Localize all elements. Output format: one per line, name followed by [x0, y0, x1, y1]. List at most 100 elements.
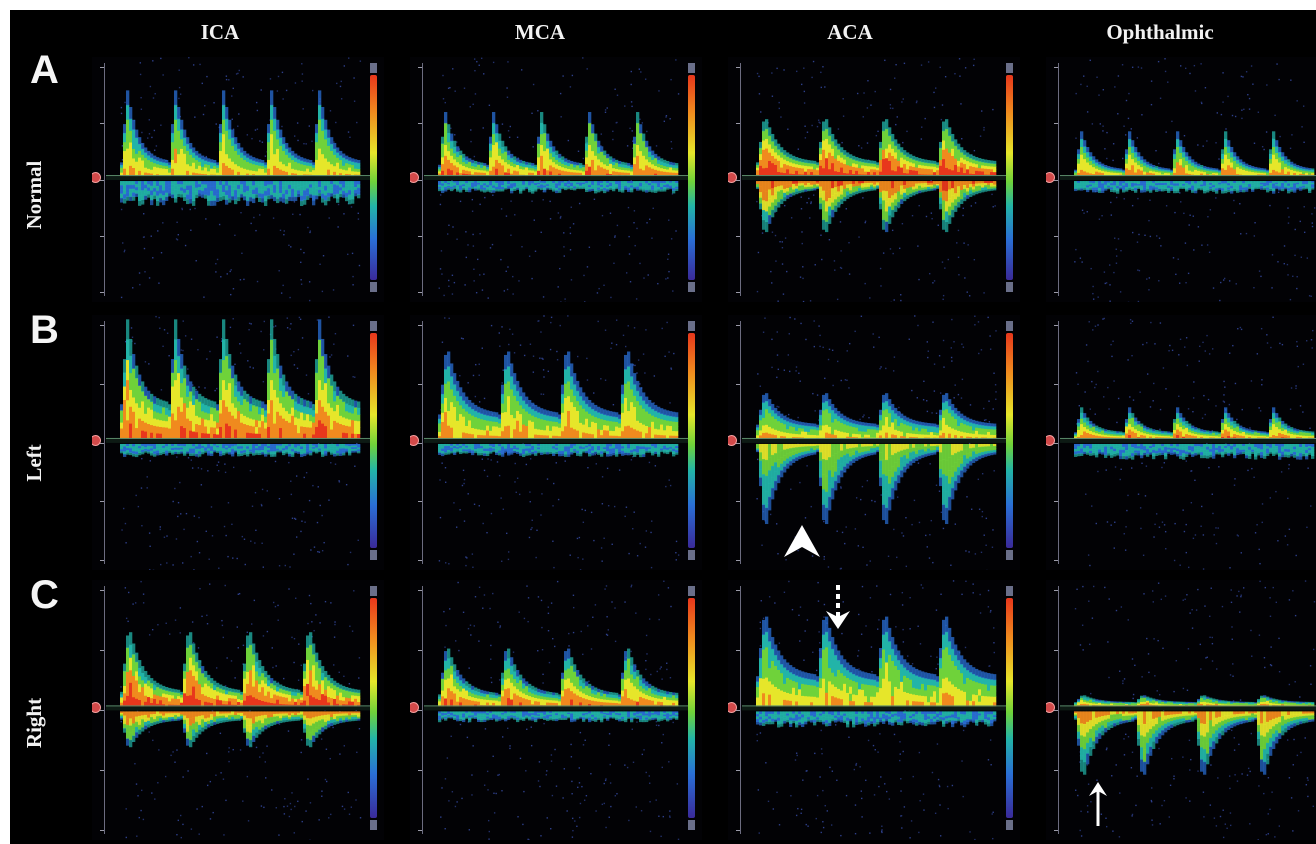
axis-tick — [100, 501, 104, 503]
baseline-marker — [410, 702, 419, 714]
axis-tick — [736, 179, 740, 181]
axis-tick — [736, 710, 740, 711]
velocity-colorbar — [688, 75, 695, 280]
colorbar-cap — [370, 586, 377, 596]
axis-tick — [100, 325, 104, 326]
doppler-spectrum — [424, 57, 694, 302]
axis-tick — [1054, 442, 1058, 444]
spectrogram-normal-ophthalmic — [1046, 57, 1316, 302]
colorbar-cap — [370, 63, 377, 73]
velocity-colorbar — [688, 333, 695, 548]
velocity-axis — [1058, 321, 1059, 564]
velocity-colorbar — [370, 598, 377, 818]
velocity-axis — [740, 321, 741, 564]
axis-tick — [736, 67, 740, 68]
doppler-spectrum — [1060, 58, 1316, 302]
colorbar-cap — [1006, 586, 1013, 596]
doppler-spectrum — [106, 57, 376, 302]
axis-tick — [418, 292, 422, 293]
axis-tick — [736, 383, 740, 385]
axis-tick — [1054, 325, 1058, 326]
axis-tick — [1054, 179, 1058, 181]
axis-tick — [418, 501, 422, 503]
axis-tick — [736, 325, 740, 326]
axis-tick — [736, 650, 740, 651]
axis-tick — [418, 235, 422, 237]
baseline-marker — [92, 172, 101, 184]
column-header-aca: ACA — [827, 20, 873, 44]
axis-tick — [1054, 235, 1058, 237]
row-label-normal: Normal — [22, 160, 46, 230]
axis-tick — [418, 179, 422, 181]
doppler-spectrum — [424, 580, 694, 840]
axis-tick — [418, 710, 422, 711]
axis-tick — [736, 123, 740, 125]
spectrogram-left-ophthalmic — [1046, 315, 1316, 570]
baseline-marker — [410, 172, 419, 184]
axis-tick — [100, 710, 104, 711]
axis-tick — [100, 560, 104, 561]
colorbar-cap — [1006, 282, 1013, 292]
axis-tick — [100, 442, 104, 444]
baseline-marker — [1046, 434, 1055, 446]
spectrogram-normal-aca — [728, 57, 1020, 302]
colorbar-cap — [688, 321, 695, 331]
velocity-colorbar — [1006, 75, 1013, 280]
doppler-spectrum — [742, 58, 1012, 302]
colorbar-cap — [1006, 550, 1013, 560]
axis-tick — [1054, 292, 1058, 293]
velocity-colorbar — [370, 75, 377, 280]
colorbar-cap — [688, 282, 695, 292]
axis-tick — [1054, 770, 1058, 771]
spectrogram-right-aca — [728, 580, 1020, 840]
row-letter-b: B — [30, 308, 59, 352]
velocity-axis — [104, 321, 105, 564]
spectrogram-left-ica — [92, 315, 384, 570]
doppler-figure: ICA MCA ACA Ophthalmic A B C Normal Left… — [10, 10, 1316, 844]
spectrogram-left-mca — [410, 315, 702, 570]
velocity-axis — [740, 63, 741, 296]
velocity-axis — [422, 586, 423, 834]
velocity-axis — [422, 63, 423, 296]
row-letter-a: A — [30, 48, 59, 92]
doppler-spectrum — [742, 315, 1012, 570]
axis-tick — [100, 383, 104, 385]
axis-tick — [100, 590, 104, 591]
velocity-axis — [740, 586, 741, 834]
axis-tick — [100, 67, 104, 68]
axis-tick — [736, 830, 740, 831]
column-header-mca: MCA — [514, 20, 566, 44]
axis-tick — [1054, 830, 1058, 831]
spectrogram-right-mca — [410, 580, 702, 840]
baseline-marker — [92, 702, 101, 714]
axis-tick — [100, 179, 104, 181]
axis-tick — [1054, 560, 1058, 561]
doppler-spectrum — [106, 315, 376, 570]
spectrogram-right-ica — [92, 580, 384, 840]
axis-tick — [1054, 650, 1058, 651]
colorbar-cap — [1006, 820, 1013, 830]
axis-tick — [418, 383, 422, 385]
axis-tick — [418, 560, 422, 561]
velocity-colorbar — [1006, 333, 1013, 548]
baseline-marker — [410, 434, 419, 446]
baseline-marker — [1046, 702, 1055, 714]
axis-tick — [1054, 383, 1058, 385]
axis-tick — [736, 292, 740, 293]
colorbar-cap — [1006, 321, 1013, 331]
axis-tick — [418, 770, 422, 771]
colorbar-cap — [688, 820, 695, 830]
doppler-spectrum — [106, 580, 376, 840]
colorbar-cap — [370, 282, 377, 292]
row-letter-c: C — [30, 573, 59, 617]
colorbar-cap — [1006, 63, 1013, 73]
colorbar-cap — [688, 550, 695, 560]
axis-tick — [100, 830, 104, 831]
axis-tick — [100, 235, 104, 237]
axis-tick — [100, 650, 104, 651]
velocity-axis — [422, 321, 423, 564]
axis-tick — [736, 770, 740, 771]
axis-tick — [1054, 710, 1058, 711]
axis-tick — [418, 325, 422, 326]
axis-tick — [736, 235, 740, 237]
